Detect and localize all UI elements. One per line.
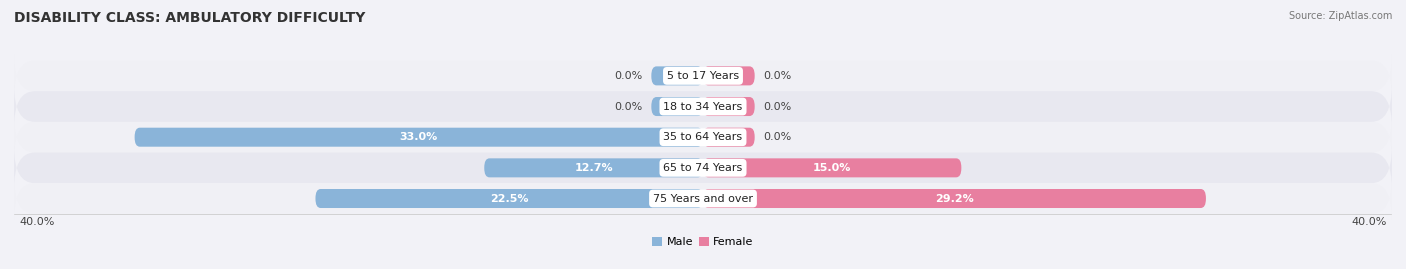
Text: Source: ZipAtlas.com: Source: ZipAtlas.com: [1288, 11, 1392, 21]
Text: 33.0%: 33.0%: [399, 132, 437, 142]
Text: 5 to 17 Years: 5 to 17 Years: [666, 71, 740, 81]
Text: 40.0%: 40.0%: [20, 217, 55, 227]
Text: 0.0%: 0.0%: [614, 71, 643, 81]
FancyBboxPatch shape: [14, 177, 1392, 220]
FancyBboxPatch shape: [135, 128, 703, 147]
Text: 22.5%: 22.5%: [489, 193, 529, 204]
FancyBboxPatch shape: [315, 189, 703, 208]
Text: 35 to 64 Years: 35 to 64 Years: [664, 132, 742, 142]
FancyBboxPatch shape: [703, 66, 755, 85]
FancyBboxPatch shape: [14, 116, 1392, 159]
FancyBboxPatch shape: [14, 146, 1392, 189]
FancyBboxPatch shape: [14, 85, 1392, 128]
FancyBboxPatch shape: [703, 158, 962, 177]
FancyBboxPatch shape: [703, 189, 1206, 208]
Text: 12.7%: 12.7%: [574, 163, 613, 173]
Text: 0.0%: 0.0%: [763, 132, 792, 142]
Text: 40.0%: 40.0%: [1351, 217, 1386, 227]
Text: 0.0%: 0.0%: [763, 71, 792, 81]
Text: 65 to 74 Years: 65 to 74 Years: [664, 163, 742, 173]
FancyBboxPatch shape: [651, 66, 703, 85]
FancyBboxPatch shape: [14, 54, 1392, 97]
Text: 29.2%: 29.2%: [935, 193, 974, 204]
FancyBboxPatch shape: [484, 158, 703, 177]
FancyBboxPatch shape: [703, 128, 755, 147]
FancyBboxPatch shape: [703, 97, 755, 116]
Text: 75 Years and over: 75 Years and over: [652, 193, 754, 204]
Text: DISABILITY CLASS: AMBULATORY DIFFICULTY: DISABILITY CLASS: AMBULATORY DIFFICULTY: [14, 11, 366, 25]
Text: 0.0%: 0.0%: [614, 101, 643, 112]
Text: 15.0%: 15.0%: [813, 163, 852, 173]
Text: 18 to 34 Years: 18 to 34 Years: [664, 101, 742, 112]
FancyBboxPatch shape: [651, 97, 703, 116]
Legend: Male, Female: Male, Female: [648, 232, 758, 252]
Text: 0.0%: 0.0%: [763, 101, 792, 112]
